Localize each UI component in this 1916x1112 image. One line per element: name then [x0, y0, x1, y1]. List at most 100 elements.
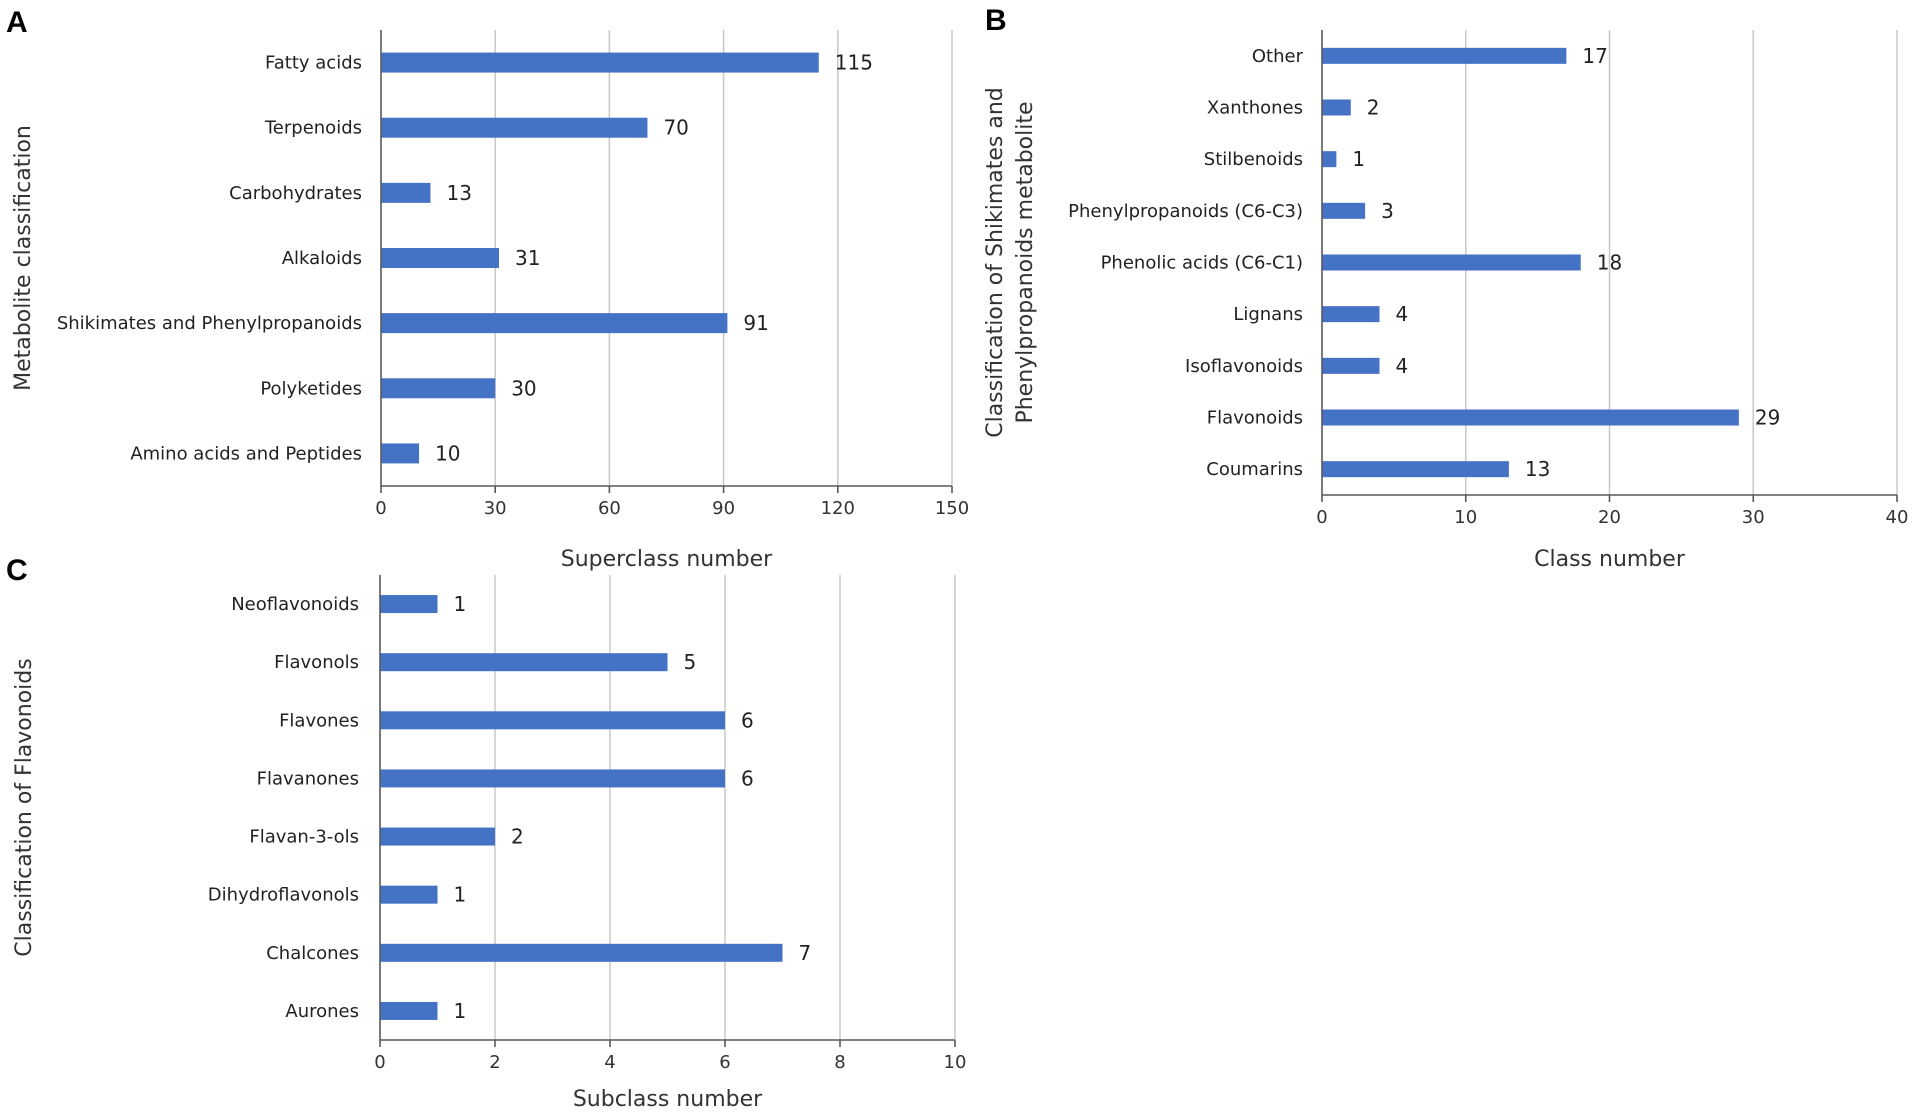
panel-b-y-axis-title-line: Classification of Shikimates and	[983, 87, 1008, 438]
panel-c-bar	[380, 827, 495, 846]
panel-a-bar	[381, 443, 420, 464]
panel-a-bar	[381, 378, 496, 399]
panel-b-bar	[1322, 461, 1509, 478]
panel-c-data-label: 2	[511, 825, 524, 849]
panel-c-x-tick-label: 8	[834, 1052, 845, 1073]
panel-c-letter: C	[6, 554, 28, 587]
panel-a-data-label: 91	[743, 311, 768, 335]
panel-c-data-label: 5	[684, 650, 697, 674]
panel-a-bar	[381, 248, 500, 268]
panel-c-category-label: Flavonols	[274, 652, 359, 673]
panel-b-data-label: 3	[1381, 199, 1394, 223]
panel-a-y-axis-title: Metabolite classification	[11, 125, 36, 391]
panel-b-x-tick-label: 20	[1598, 507, 1621, 528]
panel-c-bar	[380, 943, 783, 962]
panel-b-letter: B	[985, 4, 1007, 37]
panel-b-x-tick-label: 0	[1316, 507, 1327, 528]
panel-a-category-label: Polyketides	[260, 378, 362, 399]
panel-c-data-label: 1	[454, 592, 467, 616]
panel-c-category-label: Flavanones	[257, 768, 359, 789]
panel-c-x-tick-label: 4	[604, 1052, 615, 1073]
panel-c-data-label: 7	[799, 941, 812, 965]
panel-b-x-tick-label: 10	[1454, 507, 1477, 528]
panel-c-bar	[380, 711, 725, 730]
panel-b-data-label: 29	[1755, 406, 1780, 430]
panel-a-letter: A	[6, 6, 28, 39]
panel-a-category-label: Terpenoids	[264, 118, 362, 139]
panel-b-bar	[1322, 306, 1380, 323]
panel-c-x-tick-label: 6	[719, 1052, 730, 1073]
panel-a-data-label: 31	[515, 246, 540, 270]
panel-a-data-label: 70	[663, 116, 688, 140]
panel-c-data-label: 1	[454, 883, 467, 907]
panel-b-x-tick-label: 40	[1886, 507, 1909, 528]
panel-b: B 0 10 20 30 40 Other 17 Xanthones 2 Stilbenoids 1 P…	[983, 4, 1908, 572]
panel-a-category-label: Carbohydrates	[229, 183, 362, 204]
panel-c-bar	[380, 595, 438, 614]
panel-b-data-label: 2	[1367, 96, 1380, 120]
panel-a-bar	[381, 313, 728, 334]
panel-b-bar	[1322, 409, 1739, 426]
panel-c-category-label: Neoflavonoids	[231, 594, 359, 615]
panel-c-bar	[380, 1001, 438, 1020]
panel-c-data-label: 6	[741, 766, 754, 790]
panel-b-category-label: Phenolic acids (C6-C1)	[1101, 253, 1303, 274]
panel-c-category-label: Flavan-3-ols	[249, 827, 359, 848]
panel-a-data-label: 10	[435, 441, 460, 465]
panel-b-data-label: 4	[1396, 354, 1409, 378]
panel-b-bar	[1322, 99, 1351, 116]
panel-b-category-label: Phenylpropanoids (C6-C3)	[1068, 201, 1303, 222]
panel-b-category-label: Coumarins	[1206, 459, 1303, 480]
panel-a-category-label: Shikimates and Phenylpropanoids	[57, 313, 362, 334]
panel-a-x-tick-label: 0	[375, 498, 386, 519]
panel-c-data-label: 6	[741, 708, 754, 732]
panel-a-x-tick-label: 60	[598, 498, 621, 519]
panel-a-category-label: Alkaloids	[282, 248, 362, 269]
panel-b-x-tick-label: 30	[1742, 507, 1765, 528]
panel-b-data-label: 13	[1525, 457, 1550, 481]
panel-c-x-tick-label: 0	[374, 1052, 385, 1073]
panel-a-bar	[381, 52, 819, 73]
panel-b-bar	[1322, 254, 1581, 271]
panel-a: A 0 30 60 90 120 150 Fatty acids 115 Terpenoids 70…	[6, 6, 969, 572]
panel-a-data-label: 13	[446, 181, 471, 205]
panel-b-bar	[1322, 47, 1567, 64]
panel-b-category-label: Xanthones	[1207, 98, 1303, 119]
panel-a-bar	[381, 182, 431, 203]
panel-b-category-label: Stilbenoids	[1204, 149, 1303, 170]
panel-b-data-label: 17	[1582, 44, 1607, 68]
panel-a-x-tick-label: 90	[712, 498, 735, 519]
panel-c-category-label: Aurones	[285, 1001, 359, 1022]
panel-b-x-axis-title: Class number	[1534, 547, 1686, 572]
panel-a-x-tick-label: 120	[821, 498, 855, 519]
panel-c-category-label: Chalcones	[266, 943, 359, 964]
panel-a-x-tick-label: 150	[935, 498, 969, 519]
panel-b-category-label: Isoflavonoids	[1185, 356, 1303, 377]
panel-c-category-label: Dihydroflavonols	[208, 885, 359, 906]
panel-b-category-label: Lignans	[1233, 304, 1303, 325]
panel-b-category-label: Flavonoids	[1207, 408, 1303, 429]
panel-a-category-label: Fatty acids	[265, 53, 362, 74]
panel-c-x-axis-title: Subclass number	[573, 1087, 763, 1112]
panel-b-bar	[1322, 151, 1337, 168]
panel-b-category-label: Other	[1252, 46, 1304, 67]
panel-a-bar	[381, 117, 648, 138]
panel-a-x-tick-label: 30	[484, 498, 507, 519]
panel-c-x-tick-label: 2	[489, 1052, 500, 1073]
panel-c-data-label: 1	[454, 999, 467, 1023]
panel-b-bar	[1322, 357, 1380, 374]
panel-c: C 0 2 4 6 8 10 Neoflavonoids 1 Flavonols 5 Flavones…	[6, 554, 966, 1112]
panel-a-x-axis-title: Superclass number	[561, 547, 773, 572]
panel-b-data-label: 1	[1352, 147, 1365, 171]
panel-a-data-label: 115	[835, 51, 873, 75]
panel-b-data-label: 18	[1597, 251, 1622, 275]
panel-c-x-tick-label: 10	[944, 1052, 967, 1073]
panel-a-data-label: 30	[511, 376, 536, 400]
panel-a-category-label: Amino acids and Peptides	[130, 443, 362, 464]
panel-c-bar	[380, 885, 438, 904]
panel-c-category-label: Flavones	[279, 710, 359, 731]
panel-b-y-axis-title-line: Phenylpropanoids metabolite	[1013, 101, 1038, 423]
panel-c-y-axis-title: Classification of Flavonoids	[12, 658, 37, 956]
panel-c-bar	[380, 653, 668, 672]
